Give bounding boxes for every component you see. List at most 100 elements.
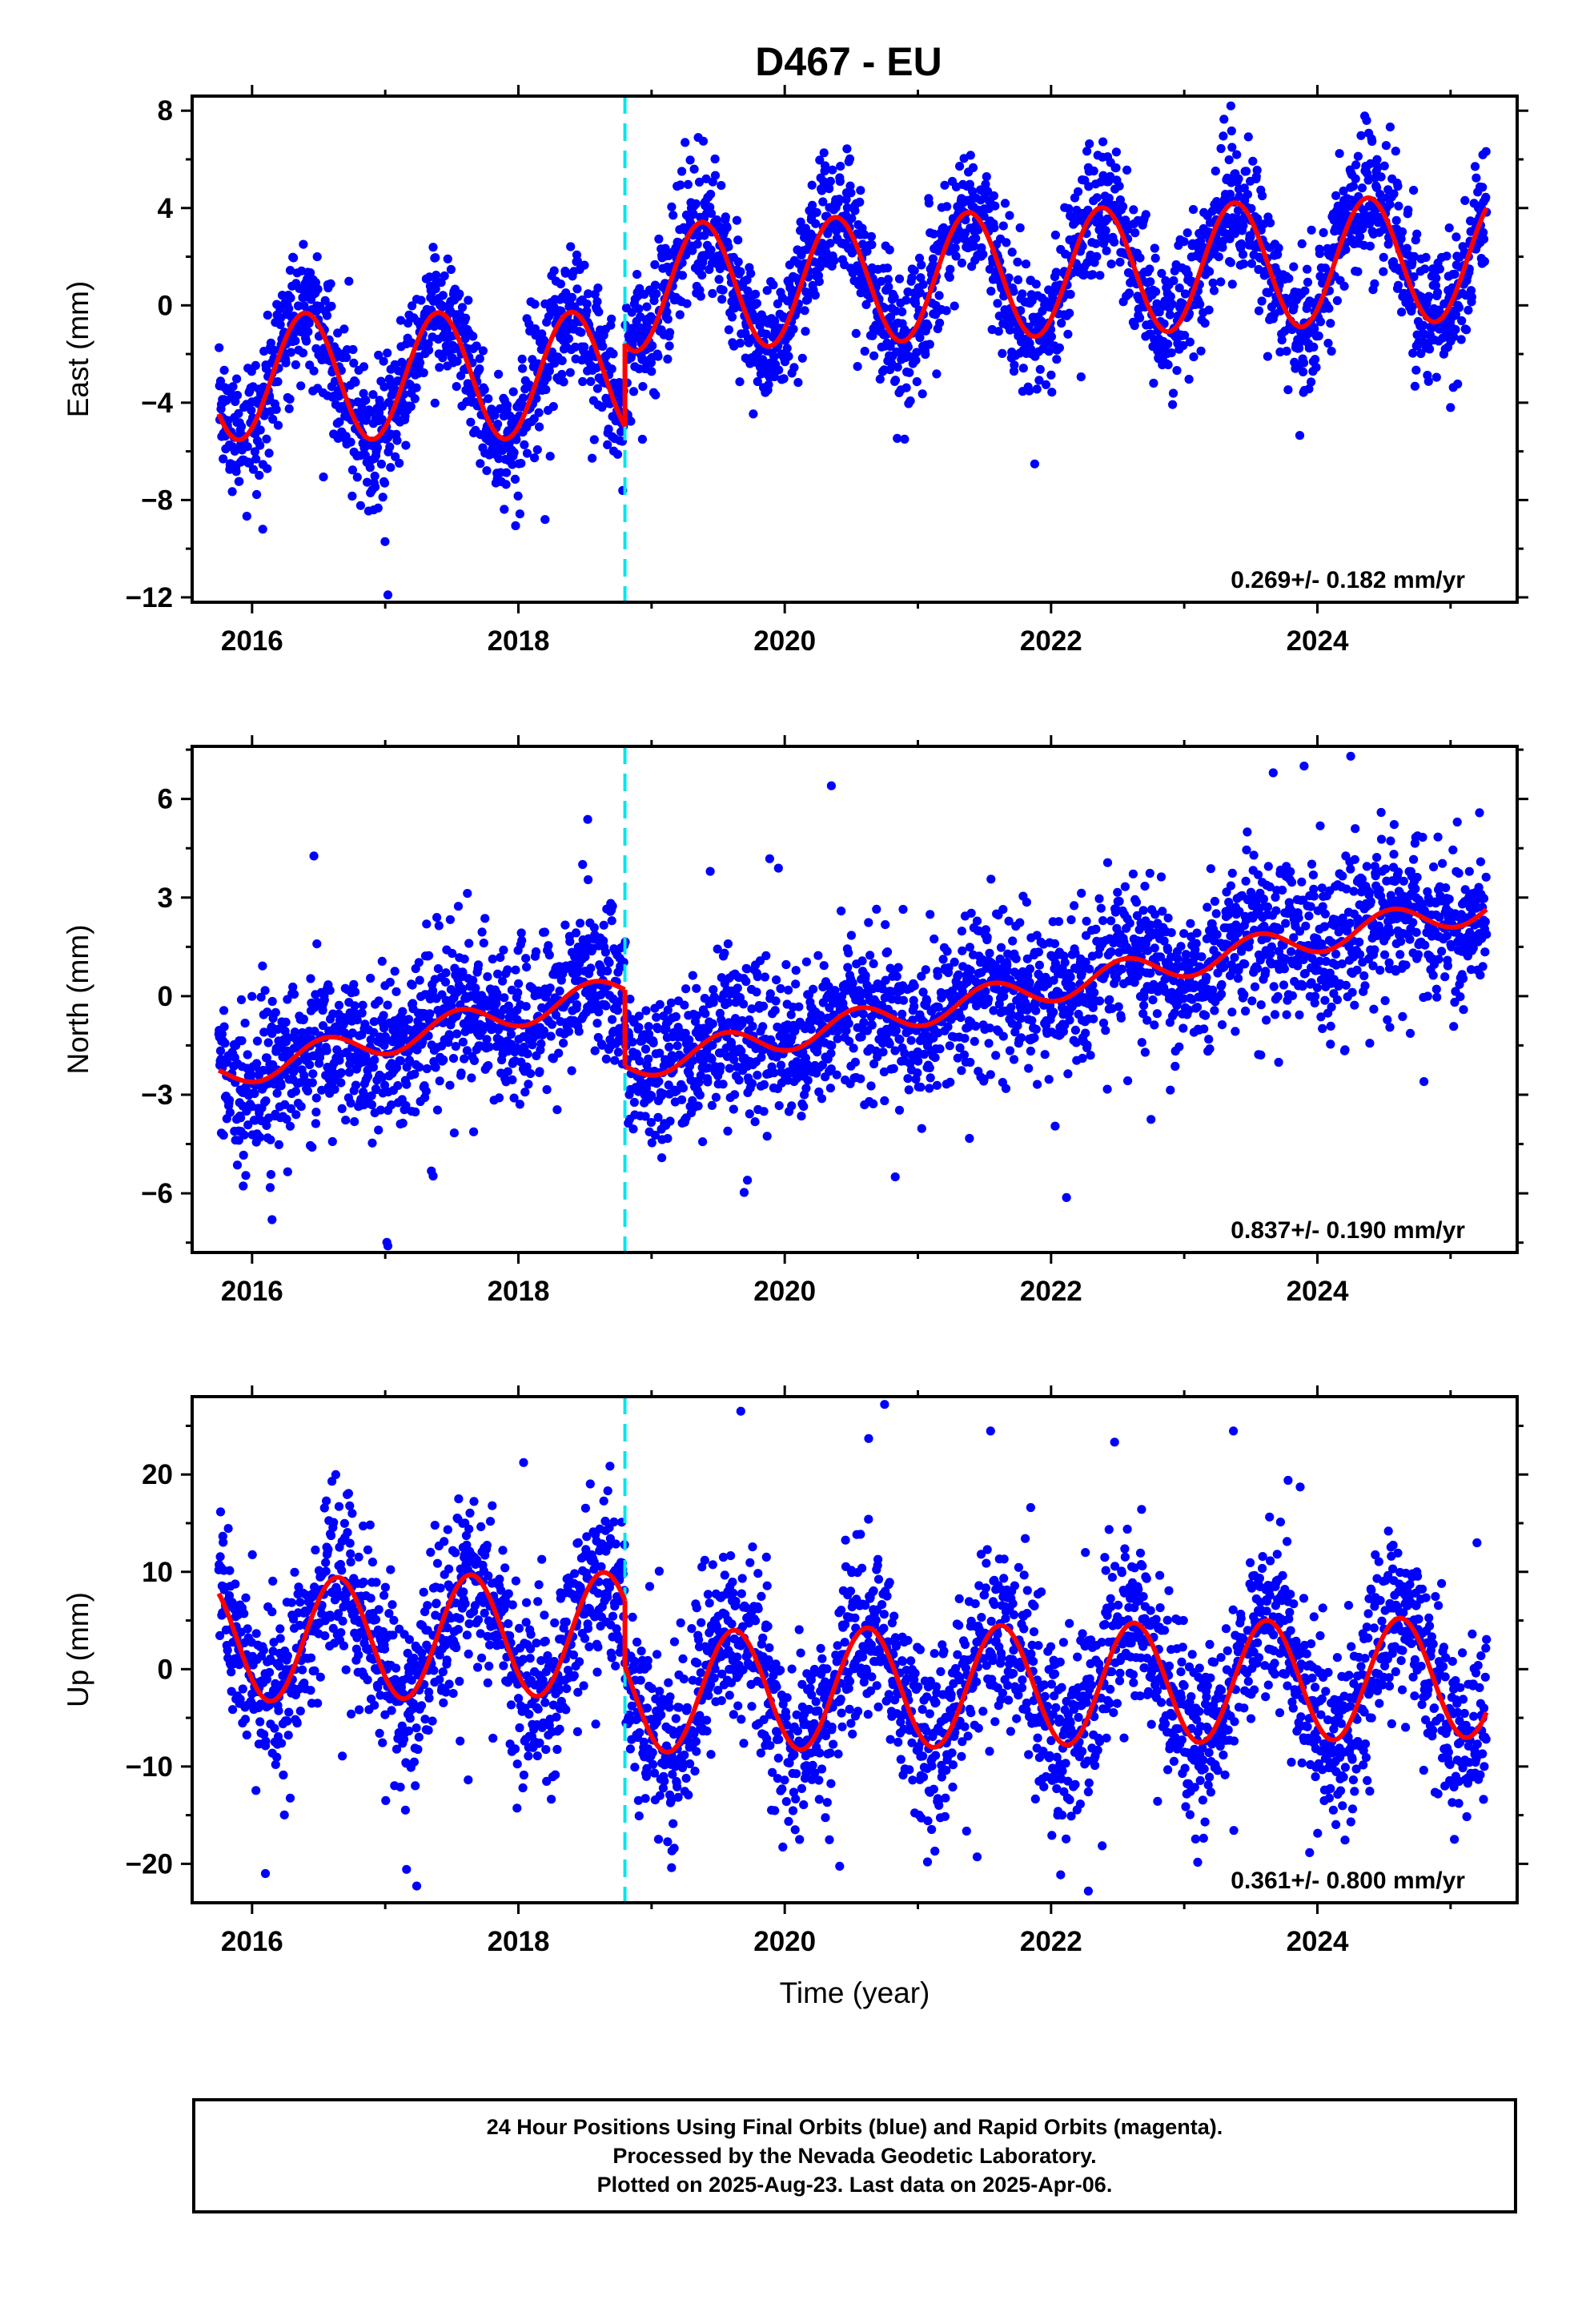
outlier-point [693,133,703,143]
data-point [857,956,867,966]
data-point [957,1066,966,1076]
data-point [1452,232,1461,242]
data-point [765,854,775,863]
data-point [706,189,716,199]
data-point [219,1006,229,1015]
data-point [745,1109,754,1119]
data-point [359,388,368,398]
data-point [232,1160,243,1170]
data-point [652,289,661,299]
data-point [1252,165,1262,175]
data-point [1381,141,1391,151]
data-point [1366,159,1375,168]
data-point [1454,303,1464,312]
data-point [1135,253,1145,263]
data-point [1409,186,1419,195]
data-point [350,1117,359,1127]
data-point [540,927,550,937]
data-point [1065,308,1074,318]
data-point [1254,264,1263,275]
data-point [610,1055,620,1065]
data-point [807,180,817,190]
data-point [370,1055,379,1065]
data-point [215,343,224,352]
data-point [869,351,879,360]
data-point [598,341,608,351]
data-point [264,448,274,458]
x-tick-label: 2018 [488,625,550,657]
data-point [408,980,417,990]
data-point [437,302,448,312]
data-point [261,364,271,373]
data-point [1219,131,1228,141]
data-point [1005,211,1014,220]
data-point [662,307,672,316]
data-point [296,1102,306,1112]
data-point [765,989,775,999]
data-point [711,1092,721,1102]
data-point [370,471,379,481]
data-point [1243,132,1253,142]
data-point [1114,181,1124,191]
data-point [1166,348,1176,358]
data-point [772,975,781,985]
data-point [1204,305,1214,315]
data-point [632,270,642,279]
data-point [368,390,378,400]
data-point [467,1073,476,1083]
data-point [861,300,871,309]
data-point [1101,226,1110,235]
data-point [1165,310,1174,320]
data-point [1420,264,1430,274]
data-point [796,217,805,227]
data-point [588,453,597,463]
data-point [307,1143,317,1152]
data-point [511,965,520,975]
data-point [506,1029,516,1039]
data-point [499,945,508,955]
data-point [1211,167,1220,176]
data-point [239,1181,248,1191]
data-point [350,1001,359,1011]
data-point [469,1127,479,1136]
data-point [299,239,308,249]
data-point [457,984,468,994]
outlier-point [258,525,267,534]
data-point [1433,287,1443,297]
data-point [691,199,701,209]
data-point [255,1132,265,1142]
data-point [1435,264,1444,274]
data-point [826,1048,836,1058]
data-point [761,951,771,960]
data-point [1375,190,1385,199]
data-point [440,271,449,281]
data-point [856,186,865,195]
data-point [482,466,492,476]
data-point [463,889,472,899]
data-point [501,480,511,489]
data-point [433,964,444,974]
data-point [346,437,355,447]
data-point [480,914,490,923]
data-point [981,179,990,189]
data-point [512,435,521,444]
data-point [431,284,440,294]
data-point [556,279,566,289]
data-point [255,440,265,450]
data-point [1315,249,1325,259]
data-point [398,1118,408,1128]
data-point [914,253,925,263]
data-point [998,221,1008,231]
data-point [603,440,612,450]
data-point [509,1093,519,1103]
data-point [458,967,468,977]
data-point [1083,205,1093,215]
data-point [1184,375,1194,384]
data-point [385,977,395,987]
data-point [789,324,798,334]
data-point [432,913,442,923]
data-point [255,470,264,480]
data-point [1118,202,1128,211]
data-point [484,394,493,404]
data-point [607,314,616,324]
